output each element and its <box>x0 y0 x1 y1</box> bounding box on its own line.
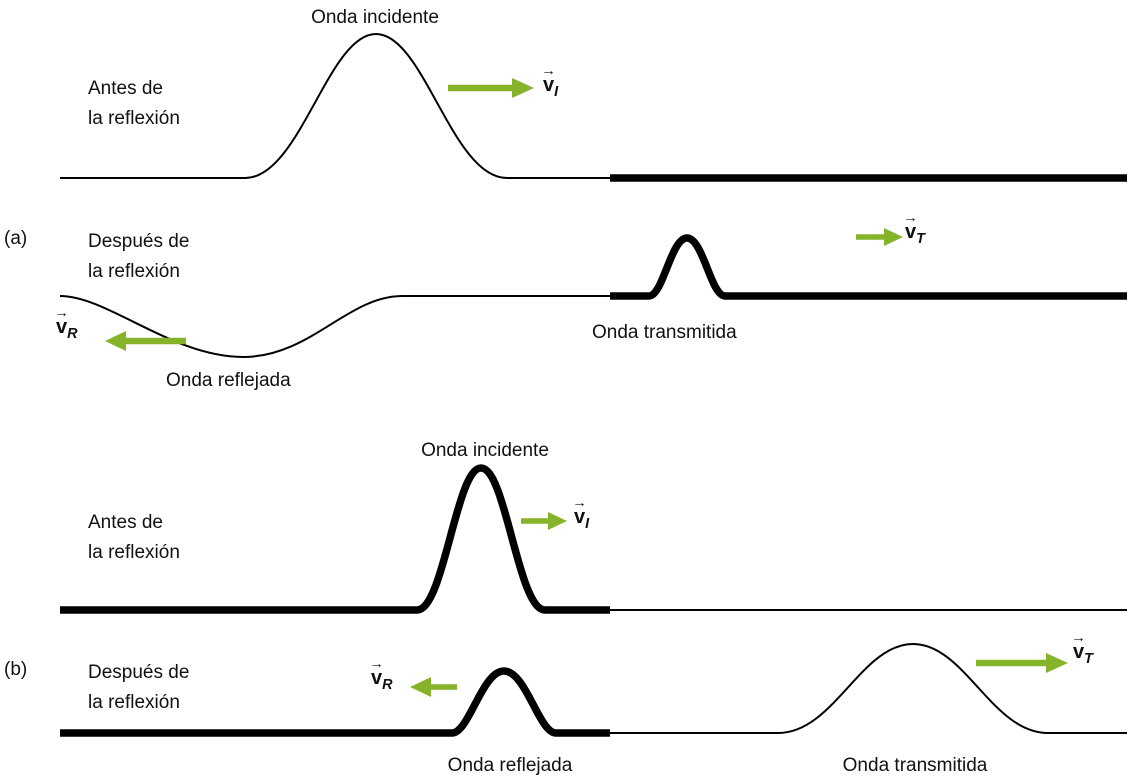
panel-b-tag: (b) <box>4 659 28 680</box>
vector-base: v <box>574 506 586 528</box>
after-reflection-line1-a: Después de <box>88 231 190 252</box>
vector-v: → v <box>572 495 586 529</box>
reflected-inverted-pulse-thin-string-a <box>59 295 610 359</box>
vector-subscript: T <box>916 231 925 247</box>
incident-pulse-thin-string-a <box>60 32 610 179</box>
velocity-arrow-transmitted-a <box>856 228 903 246</box>
after-reflection-label-b: Después de la reflexión <box>88 658 189 718</box>
transmitted-pulse-thin-string-b <box>610 642 1127 734</box>
velocity-label-incident-a: → vI <box>541 63 559 100</box>
reflected-wave-label-b: Onda reflejada <box>447 755 573 776</box>
velocity-arrow-reflected-b <box>410 677 457 697</box>
vector-subscript: I <box>554 84 559 100</box>
vector-subscript: R <box>67 326 78 342</box>
velocity-label-reflected-a: → vR <box>54 305 78 342</box>
velocity-arrow-incident-b <box>521 512 567 530</box>
velocity-arrow-incident-a <box>448 78 534 98</box>
before-reflection-label-b: Antes de la reflexión <box>88 508 180 568</box>
vector-base: v <box>905 221 917 243</box>
vector-subscript: R <box>382 677 393 693</box>
transmitted-wave-label-a: Onda transmitida <box>592 322 737 343</box>
velocity-arrow-transmitted-b <box>976 653 1068 673</box>
before-reflection-label-a: Antes de la reflexión <box>88 74 180 134</box>
vector-base: v <box>371 667 383 689</box>
vector-v: → v <box>369 656 383 690</box>
velocity-label-incident-b: → vI <box>572 495 590 532</box>
vector-arrow-icon: → <box>541 62 556 79</box>
vector-arrow-icon: → <box>369 655 384 672</box>
after-reflection-label-a: Después de la reflexión <box>88 227 189 287</box>
velocity-label-reflected-b: → vR <box>369 656 393 693</box>
vector-base: v <box>1073 641 1085 663</box>
before-reflection-line2-a: la reflexión <box>88 108 180 129</box>
transmitted-pulse-thick-string-a <box>610 234 1127 300</box>
before-reflection-line1-b: Antes de <box>88 512 163 533</box>
reflected-pulse-thick-string-b <box>60 667 610 737</box>
panel-a-tag: (a) <box>4 228 28 249</box>
vector-arrow-icon: → <box>903 209 918 226</box>
vector-base: v <box>56 316 68 338</box>
vector-v: → v <box>54 305 68 339</box>
after-reflection-line2-a: la reflexión <box>88 261 180 282</box>
velocity-label-transmitted-a: → vT <box>903 210 925 247</box>
velocity-arrow-reflected-a <box>105 331 186 351</box>
vector-base: v <box>543 74 555 96</box>
before-reflection-line2-b: la reflexión <box>88 542 180 563</box>
velocity-label-transmitted-b: → vT <box>1071 630 1093 667</box>
vector-arrow-icon: → <box>572 494 587 511</box>
vector-v: → v <box>541 63 555 97</box>
incident-wave-label-a: Onda incidente <box>311 7 439 28</box>
after-reflection-line2-b: la reflexión <box>88 692 180 713</box>
transmitted-wave-label-b: Onda transmitida <box>842 755 988 776</box>
reflected-wave-label-a: Onda reflejada <box>166 370 291 391</box>
incident-wave-label-b: Onda incidente <box>421 440 549 461</box>
vector-arrow-icon: → <box>54 304 69 321</box>
vector-subscript: T <box>1084 651 1093 667</box>
vector-v: → v <box>1071 630 1085 664</box>
before-reflection-line1-a: Antes de <box>88 78 163 99</box>
vector-subscript: I <box>585 516 590 532</box>
incident-pulse-thick-string-b <box>60 464 610 614</box>
vector-v: → v <box>903 210 917 244</box>
vector-arrow-icon: → <box>1071 629 1086 646</box>
after-reflection-line1-b: Después de <box>88 662 190 683</box>
